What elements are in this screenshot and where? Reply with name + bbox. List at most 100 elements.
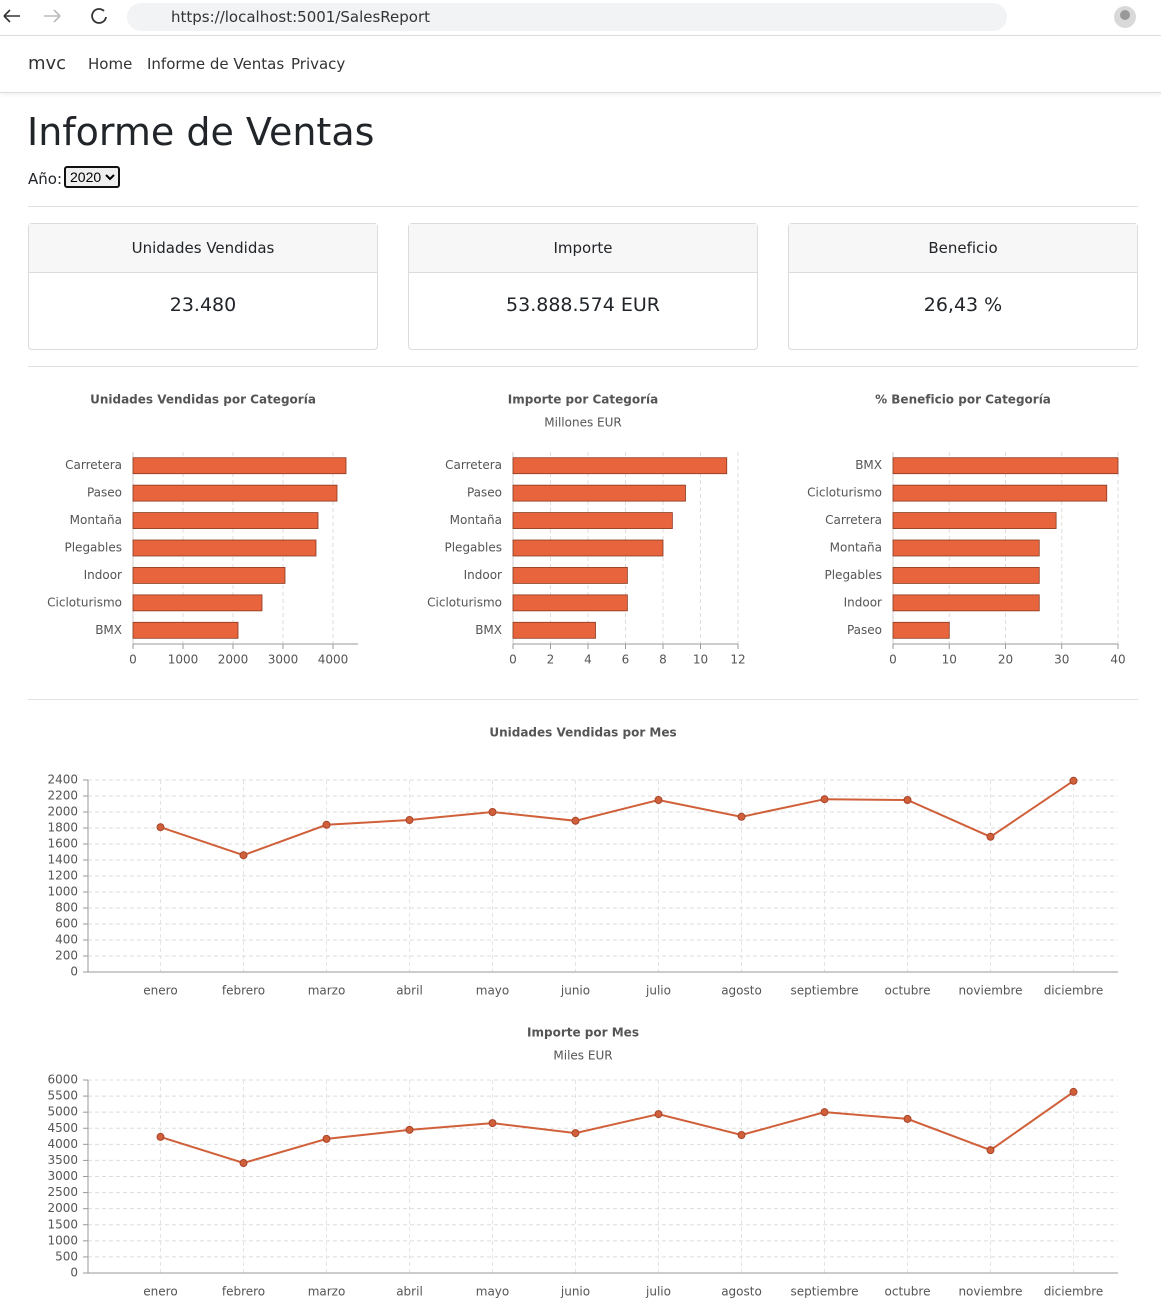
bar <box>512 539 664 557</box>
separator <box>28 206 1138 207</box>
card-title: Unidades Vendidas <box>29 224 377 273</box>
chart-subtitle: Millones EUR <box>544 416 621 430</box>
x-tick-label: marzo <box>308 1285 346 1299</box>
y-tick-label: 2200 <box>47 789 78 803</box>
point <box>322 820 331 829</box>
bar <box>892 621 950 639</box>
y-tick-label: 3500 <box>47 1153 78 1167</box>
category-label: BMX <box>95 623 122 637</box>
point <box>571 1129 580 1138</box>
navbar: mvc Home Informe de Ventas Privacy <box>0 36 1161 93</box>
x-tick-label: octubre <box>885 984 931 998</box>
profile-icon[interactable] <box>1110 3 1140 33</box>
point <box>488 808 497 816</box>
card: Importe 53.888.574 EUR <box>408 223 758 350</box>
y-tick-label: 3000 <box>47 1169 78 1183</box>
brand[interactable]: mvc <box>28 53 67 74</box>
point <box>820 795 829 804</box>
bar <box>892 567 1040 584</box>
bar <box>512 484 686 502</box>
year-select[interactable]: 2020 <box>64 166 120 188</box>
y-tick-label: 0 <box>70 965 78 979</box>
x-tick-label: 12 <box>730 653 745 667</box>
x-tick-label: julio <box>645 1285 671 1299</box>
x-tick-label: diciembre <box>1044 1285 1104 1299</box>
x-tick-label: junio <box>560 1285 590 1299</box>
point <box>1069 1087 1078 1096</box>
point <box>737 1131 746 1140</box>
separator <box>28 366 1138 367</box>
chart-title: Unidades Vendidas por Mes <box>489 726 676 740</box>
x-tick-label: noviembre <box>958 984 1022 998</box>
y-tick-label: 6000 <box>47 1073 78 1087</box>
bar <box>132 594 263 612</box>
category-label: Carretera <box>65 458 122 472</box>
bar <box>132 539 317 557</box>
category-label: Carretera <box>825 513 882 527</box>
x-tick-label: 0 <box>509 653 517 667</box>
x-tick-label: abril <box>396 1285 423 1299</box>
x-tick-label: 8 <box>659 653 667 667</box>
x-tick-label: 4 <box>584 653 592 667</box>
bar <box>512 457 728 475</box>
category-label: Plegables <box>824 568 882 582</box>
x-tick-label: 40 <box>1110 653 1125 667</box>
category-label: Montaña <box>830 541 882 555</box>
nav-link[interactable]: Privacy <box>291 55 346 73</box>
point <box>1069 776 1078 785</box>
x-tick-label: 10 <box>693 653 708 667</box>
x-tick-label: 0 <box>129 653 137 667</box>
nav-buttons[interactable] <box>0 0 120 35</box>
x-tick-label: 10 <box>942 653 957 667</box>
point <box>571 816 580 825</box>
nav-link[interactable]: Home <box>88 55 133 73</box>
point <box>322 1134 331 1143</box>
x-tick-label: marzo <box>308 984 346 998</box>
category-label: Paseo <box>847 623 882 637</box>
point <box>986 832 995 841</box>
bar <box>132 567 286 584</box>
y-tick-label: 2400 <box>47 773 78 787</box>
x-tick-label: septiembre <box>790 1285 858 1299</box>
bar <box>132 621 239 639</box>
bar <box>892 512 1057 529</box>
card-title: Importe <box>409 224 757 273</box>
x-tick-label: 30 <box>1054 653 1069 667</box>
x-tick-label: diciembre <box>1044 984 1104 998</box>
card-title: Beneficio <box>789 224 1137 273</box>
y-tick-label: 1800 <box>47 821 78 835</box>
category-label: Montaña <box>70 513 122 527</box>
x-tick-label: 2000 <box>218 653 249 667</box>
x-tick-label: 3000 <box>268 653 299 667</box>
year-label: Año: <box>28 170 62 188</box>
category-label: Cicloturismo <box>807 486 882 500</box>
bar <box>892 484 1108 502</box>
y-tick-label: 4500 <box>47 1121 78 1135</box>
x-tick-label: noviembre <box>958 1285 1022 1299</box>
x-tick-label: agosto <box>721 984 762 998</box>
x-tick-label: febrero <box>222 1285 265 1299</box>
x-tick-label: enero <box>143 1285 177 1299</box>
card-value: 26,43 % <box>923 294 1003 316</box>
y-tick-label: 500 <box>55 1249 78 1263</box>
x-tick-label: mayo <box>476 1285 510 1299</box>
point <box>654 1110 663 1119</box>
category-label: BMX <box>855 458 882 472</box>
chart-title: Importe por Categoría <box>508 393 658 407</box>
category-label: Paseo <box>467 486 502 500</box>
point <box>903 1114 912 1123</box>
category-label: Montaña <box>450 513 502 527</box>
bar <box>892 457 1119 475</box>
address-bar[interactable]: https://localhost:5001/SalesReport <box>127 3 1007 31</box>
line <box>160 779 1075 857</box>
y-tick-label: 1400 <box>47 853 78 867</box>
category-label: Plegables <box>64 541 122 555</box>
bar <box>132 457 347 475</box>
card-value: 23.480 <box>169 294 237 316</box>
category-label: Indoor <box>844 595 882 609</box>
category-label: Cicloturismo <box>47 595 122 609</box>
nav-link[interactable]: Informe de Ventas <box>147 55 285 73</box>
x-tick-label: 20 <box>998 653 1013 667</box>
